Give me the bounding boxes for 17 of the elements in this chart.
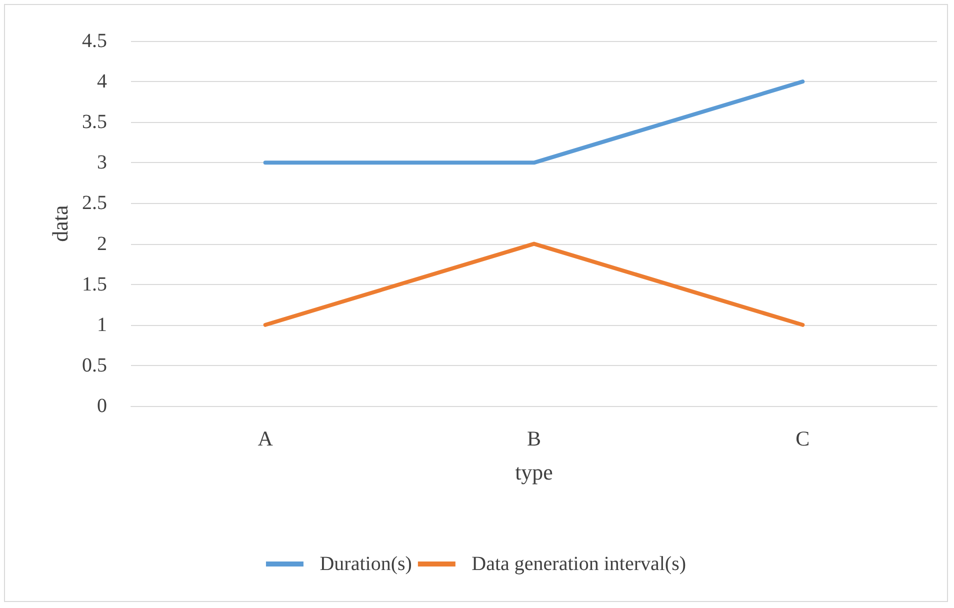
y-tick-label: 2 (97, 232, 107, 255)
y-tick-label: 0 (97, 395, 107, 417)
y-tick-label: 3 (97, 152, 107, 174)
legend-label: Data generation interval(s) (472, 553, 686, 575)
y-tick-label: 4.5 (82, 30, 107, 52)
x-tick-label: C (796, 426, 810, 450)
y-axis-title: data (48, 204, 72, 242)
legend-label: Duration(s) (320, 553, 412, 575)
y-tick-label: 1 (97, 314, 107, 336)
x-axis-title: type (515, 460, 553, 484)
x-tick-label: A (258, 426, 274, 450)
y-tick-label: 4 (97, 70, 107, 93)
x-tick-label: B (526, 426, 542, 450)
y-tick-label: 3.5 (82, 111, 107, 134)
y-tick-label: 2.5 (82, 192, 107, 214)
y-tick-label: 0.5 (82, 354, 107, 376)
y-tick-label: 1.5 (82, 273, 107, 296)
